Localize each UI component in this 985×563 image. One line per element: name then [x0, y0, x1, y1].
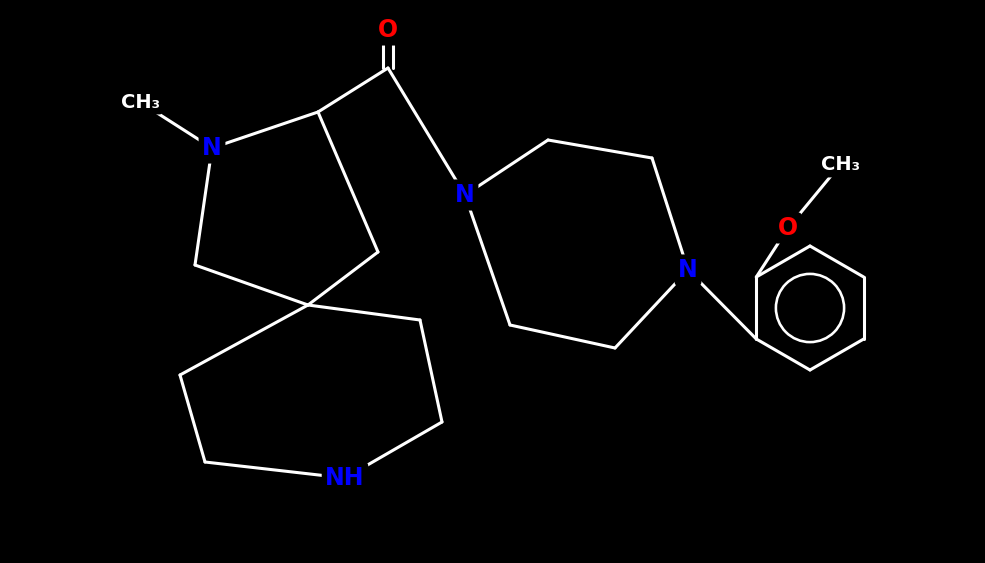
Text: CH₃: CH₃ — [821, 155, 860, 175]
Text: NH: NH — [325, 466, 364, 490]
Text: N: N — [455, 183, 475, 207]
Text: O: O — [778, 216, 798, 240]
Text: CH₃: CH₃ — [120, 92, 160, 111]
Text: O: O — [378, 18, 398, 42]
Text: N: N — [678, 258, 698, 282]
Text: N: N — [202, 136, 222, 160]
